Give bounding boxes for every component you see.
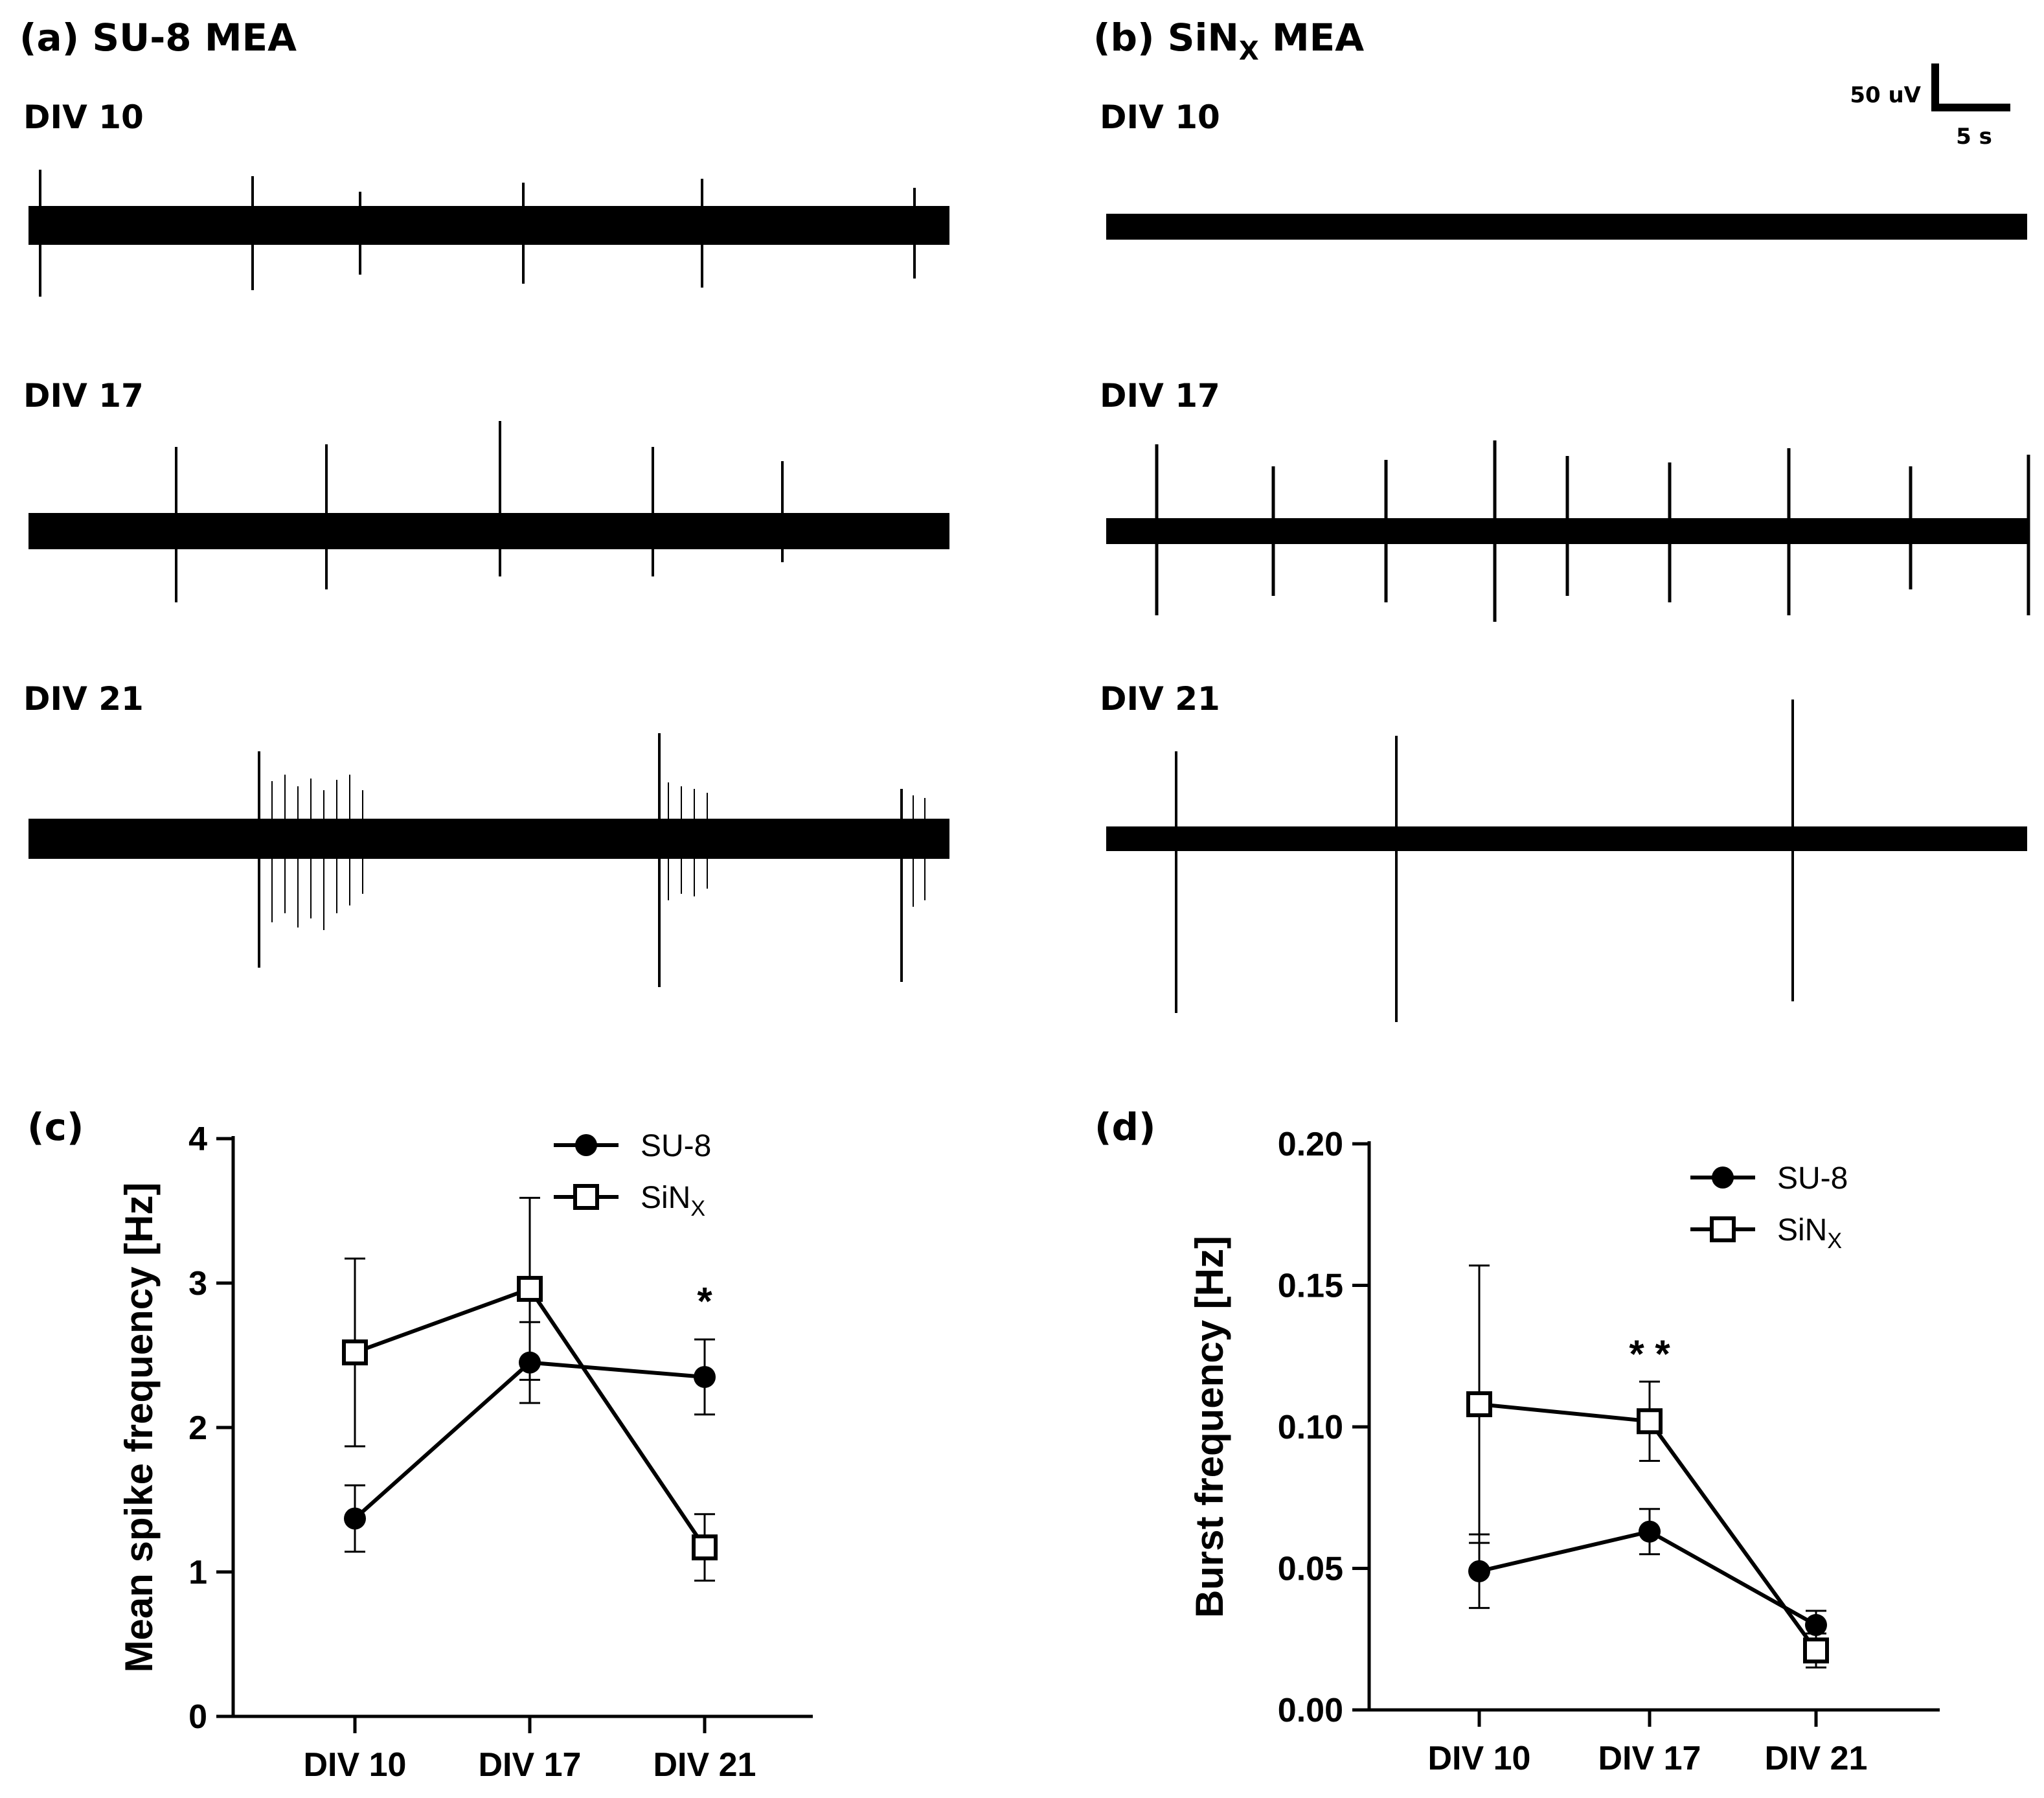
trace-a-div21-band: [28, 819, 949, 859]
panel-c-label: (c): [27, 1105, 84, 1149]
trace-a-div10-band: [28, 206, 949, 245]
panel-a-div10-label: DIV 10: [23, 98, 144, 136]
trace-a-div21-burst-fill: [271, 775, 925, 930]
legend-label-sub: X: [690, 1196, 705, 1221]
y-tick-label: 2: [188, 1409, 207, 1447]
trace-a-div21: [28, 733, 949, 987]
trace-a-div21-spikes: [258, 733, 903, 987]
y-tick-label: 0.15: [1278, 1268, 1343, 1305]
panel-b-title-main: (b) SiN: [1093, 16, 1239, 60]
panel-b-div17-label: DIV 17: [1100, 377, 1220, 415]
trace-b-div21-band: [1106, 826, 2027, 851]
data-point-square: [1466, 1391, 1492, 1418]
data-point-square: [692, 1534, 718, 1561]
data-point-square: [1637, 1408, 1663, 1435]
data-point-circle: [1805, 1613, 1827, 1636]
legend-label-main: SiN: [1777, 1213, 1827, 1247]
legend-label-1: SiNX: [641, 1181, 705, 1221]
legend-marker-circle: [575, 1134, 597, 1156]
panel-a-title: (a) SU-8 MEA: [19, 16, 297, 60]
legend-label-0: SU-8: [1777, 1161, 1848, 1196]
y-tick-label: 4: [188, 1121, 207, 1158]
legend-marker-square: [1710, 1216, 1736, 1242]
panel-b-title-end: MEA: [1259, 16, 1365, 60]
scale-bar-time-label: 5 s: [1956, 124, 1992, 150]
panel-b-title: (b) SiNX MEA: [1093, 16, 1364, 66]
data-point-square: [517, 1275, 543, 1302]
significance-marker: *: [697, 1279, 712, 1323]
x-tick-label: DIV 10: [304, 1746, 407, 1784]
legend-label-main: SU-8: [641, 1129, 711, 1163]
trace-a-div10-spikes: [39, 170, 916, 297]
legend-label-1: SiNX: [1777, 1213, 1842, 1253]
x-tick-label: DIV 21: [653, 1746, 756, 1784]
data-point-circle: [344, 1507, 366, 1530]
panel-d-label: (d): [1095, 1105, 1156, 1149]
scale-bar: 50 uV 5 s: [1850, 63, 2010, 150]
x-tick-label: DIV 17: [1598, 1740, 1701, 1777]
panel-a-div21-label: DIV 21: [23, 680, 144, 718]
legend-label-0: SU-8: [641, 1129, 711, 1163]
panel-b-div21-label: DIV 21: [1100, 680, 1220, 718]
trace-a-div17-spikes: [175, 421, 784, 602]
data-point-square: [1803, 1637, 1829, 1664]
trace-b-div21-spikes: [1175, 700, 1794, 1022]
y-tick-label: 1: [188, 1554, 207, 1591]
trace-b-div17: [1106, 440, 2030, 622]
y-axis-title: Burst frequency [Hz]: [1188, 1236, 1231, 1618]
trace-a-div17-band: [28, 513, 949, 549]
data-point-circle: [1639, 1520, 1661, 1543]
trace-a-div10: [28, 170, 949, 297]
y-tick-label: 3: [188, 1265, 207, 1303]
legend-label-main: SiN: [641, 1181, 690, 1215]
y-axis-title: Mean spike frequency [Hz]: [117, 1183, 161, 1673]
y-tick-label: 0.20: [1278, 1126, 1343, 1163]
x-tick-label: DIV 17: [479, 1746, 582, 1784]
panel-b-title-sub: X: [1239, 36, 1259, 66]
legend-label-main: SU-8: [1777, 1161, 1848, 1196]
trace-b-div10-band: [1106, 214, 2027, 240]
y-tick-label: 0.05: [1278, 1551, 1343, 1588]
significance-marker: * *: [1629, 1332, 1670, 1376]
trace-b-div10: [1106, 214, 2027, 240]
x-tick-label: DIV 10: [1428, 1740, 1531, 1777]
chart-c: 0 1 2 3 4 DIV 10 DIV 17 DIV 21 Mean spike freque…: [117, 1121, 813, 1784]
legend-marker-square: [573, 1184, 599, 1210]
y-tick-label: 0: [188, 1698, 207, 1736]
panel-b-div10-label: DIV 10: [1100, 98, 1220, 136]
panel-a-div17-label: DIV 17: [23, 377, 144, 415]
chart-d: 0.00 0.05 0.10 0.15 0.20 DIV 10 DIV 17 DIV 21 Bu…: [1188, 1126, 1940, 1777]
trace-b-div17-spikes: [1155, 440, 2030, 622]
data-point-square: [342, 1339, 368, 1366]
data-point-circle: [1468, 1560, 1490, 1582]
y-tick-label: 0.10: [1278, 1409, 1343, 1446]
data-point-circle: [694, 1365, 716, 1388]
x-tick-label: DIV 21: [1765, 1740, 1868, 1777]
trace-b-div21: [1106, 700, 2027, 1022]
y-tick-label: 0.00: [1278, 1692, 1343, 1729]
legend-label-sub: X: [1827, 1229, 1842, 1253]
scale-bar-amplitude-label: 50 uV: [1850, 82, 1921, 108]
legend-marker-circle: [1712, 1166, 1734, 1189]
trace-a-div17: [28, 421, 949, 602]
